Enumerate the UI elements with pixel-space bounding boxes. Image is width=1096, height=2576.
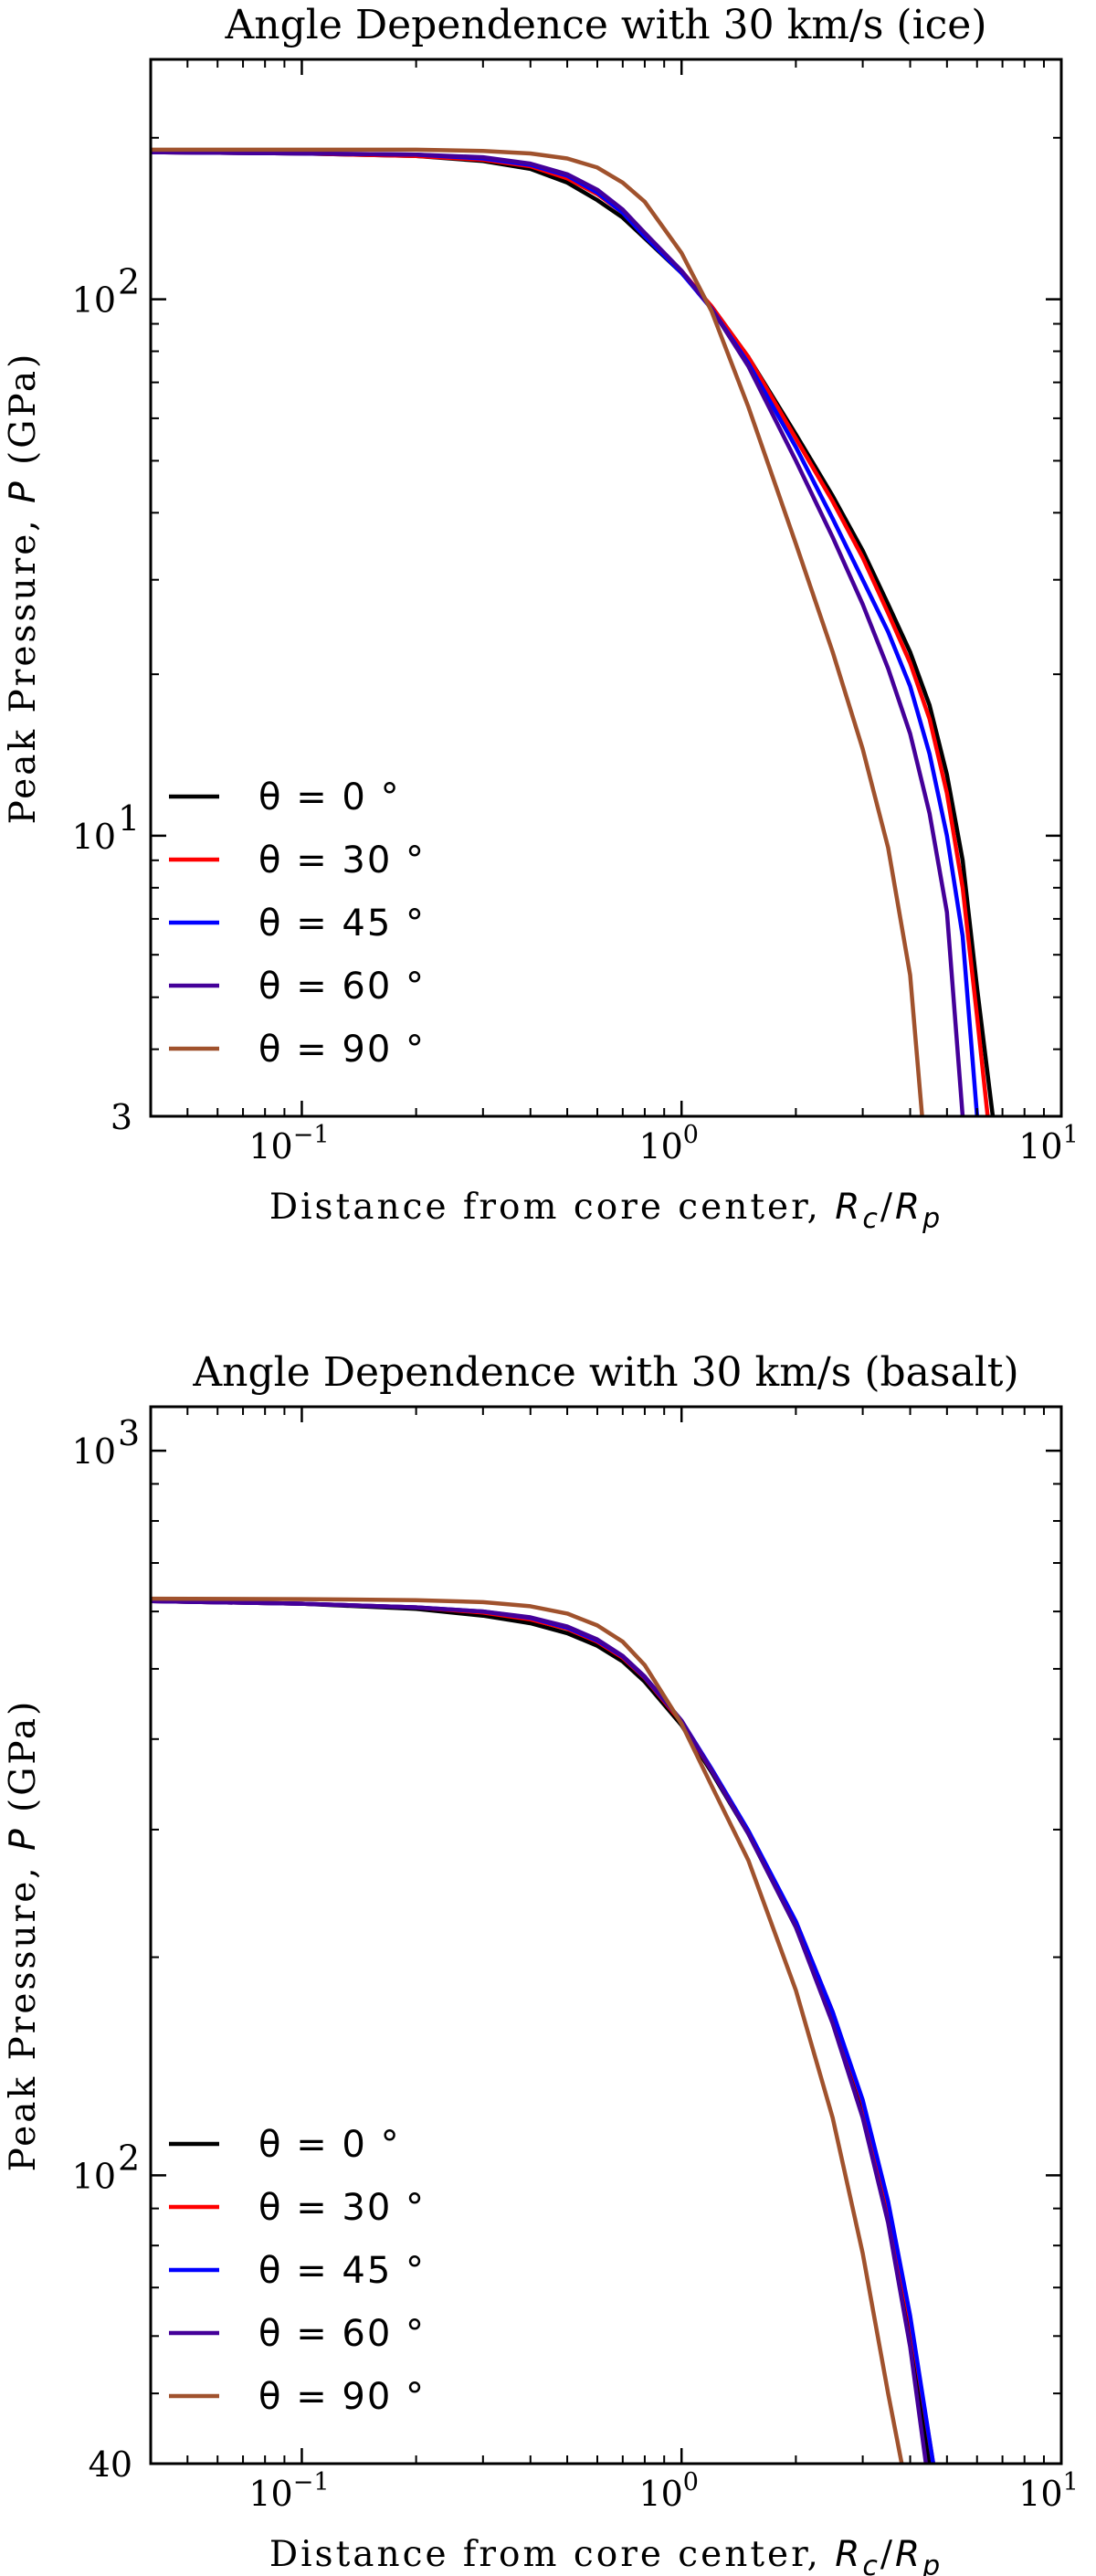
y-axis-label-var: P — [3, 479, 44, 503]
legend: θ = 0 ° θ = 30 ° θ = 45 ° θ = 60 ° θ = 90 ° — [169, 776, 426, 1071]
x-tick-base: 10 — [638, 2474, 682, 2514]
plot-frame — [149, 1405, 1063, 2465]
legend-label-3: θ = 60 ° — [258, 2313, 426, 2355]
chart-title: Angle Dependence with 30 km/s (basalt) — [192, 1349, 1018, 1396]
x-tick-base: 10 — [638, 1126, 682, 1167]
y-tick-label: 10 — [72, 1431, 116, 1472]
x-axis-label-var: R — [835, 2534, 862, 2575]
x-tick-label: 101 — [1018, 1121, 1079, 1167]
legend-label-2: θ = 45 ° — [258, 903, 426, 945]
x-tick-label: 101 — [1018, 2468, 1079, 2514]
x-tick-exp: −1 — [293, 2468, 330, 2497]
x-tick-base: 10 — [248, 2474, 292, 2514]
legend-label-4: θ = 90 ° — [258, 2376, 426, 2418]
x-axis-label: Distance from core center, Rc/Rp — [269, 1187, 943, 1235]
y-tick-exp: 2 — [118, 2138, 140, 2178]
x-axis-label: Distance from core center, Rc/Rp — [269, 2534, 943, 2576]
x-axis-label-var: R — [835, 1187, 862, 1228]
legend-label-0: θ = 0 ° — [258, 776, 401, 818]
x-tick-exp: 1 — [1063, 2468, 1079, 2497]
x-axis-label-text: Distance from core center, — [269, 2534, 835, 2575]
y-tick-label: 10 — [72, 280, 116, 321]
y-tick-exp: 3 — [118, 1413, 140, 1453]
x-tick-base: 10 — [1018, 1126, 1062, 1167]
y-tick-base: 10 — [72, 280, 116, 321]
x-tick-label: 100 — [638, 1121, 699, 1167]
series-line-3 — [151, 1599, 929, 2464]
y-axis-label-text: Peak Pressure, — [3, 503, 44, 824]
y-axis-label-unit: (GPa) — [3, 352, 44, 480]
y-tick-label: 10 — [72, 817, 116, 857]
x-axis-label-sep: / — [880, 2534, 895, 2575]
chart-0: Angle Dependence with 30 km/s (ice)10−1 1… — [3, 2, 1079, 1235]
x-axis-label-sub: p — [922, 1203, 943, 1235]
x-tick-label: 10−1 — [248, 1121, 329, 1167]
x-axis-label-sep: / — [880, 1187, 895, 1228]
series-group — [151, 1596, 936, 2464]
x-tick-exp: 1 — [1063, 1121, 1079, 1149]
x-tick-exp: −1 — [293, 1121, 330, 1149]
legend-label-4: θ = 90 ° — [258, 1029, 426, 1071]
x-tick-label: 10−1 — [248, 2468, 329, 2514]
x-axis-label-sub: c — [862, 2550, 880, 2576]
chart-title: Angle Dependence with 30 km/s (ice) — [224, 2, 986, 48]
y-axis-label: Peak Pressure, P (GPa) — [3, 1699, 44, 2172]
y-tick-label: 40 — [89, 2444, 132, 2485]
x-tick-exp: 0 — [683, 1121, 699, 1149]
y-tick-base: 10 — [72, 817, 116, 857]
x-tick-label: 100 — [638, 2468, 699, 2514]
y-tick-base: 10 — [72, 1431, 116, 1472]
x-tick-base: 10 — [1018, 2474, 1062, 2514]
legend-label-2: θ = 45 ° — [258, 2250, 426, 2292]
series-line-3 — [151, 150, 965, 1116]
y-axis-label-unit: (GPa) — [3, 1699, 44, 1827]
x-tick-base: 10 — [248, 1126, 292, 1167]
y-tick-exp: 1 — [118, 798, 140, 839]
y-tick-label: 10 — [72, 2156, 116, 2196]
y-tick-base: 10 — [72, 2156, 116, 2196]
y-axis-label-var: P — [3, 1826, 44, 1851]
y-axis-label: Peak Pressure, P (GPa) — [3, 352, 44, 825]
x-axis-label-sub: c — [862, 1203, 880, 1235]
x-axis-label-text: Distance from core center, — [269, 1187, 835, 1228]
legend-label-0: θ = 0 ° — [258, 2124, 401, 2166]
x-axis-label-var: R — [895, 2534, 922, 2575]
y-tick-exp: 2 — [118, 262, 140, 302]
x-tick-exp: 0 — [683, 2468, 699, 2497]
x-axis-label-var: R — [895, 1187, 922, 1228]
legend-label-3: θ = 60 ° — [258, 966, 426, 1008]
x-axis-label-sub: p — [922, 2550, 943, 2576]
chart-1: Angle Dependence with 30 km/s (basalt)10… — [3, 1349, 1079, 2576]
series-line-4 — [151, 147, 924, 1116]
legend-label-1: θ = 30 ° — [258, 2187, 426, 2229]
legend: θ = 0 ° θ = 30 ° θ = 45 ° θ = 60 ° θ = 90 ° — [169, 2124, 426, 2418]
series-group — [151, 147, 996, 1116]
y-tick-label: 3 — [111, 1097, 132, 1137]
y-axis-label-text: Peak Pressure, — [3, 1851, 44, 2171]
series-line-4 — [151, 1596, 904, 2464]
legend-label-1: θ = 30 ° — [258, 839, 426, 882]
plot-frame — [149, 58, 1063, 1118]
